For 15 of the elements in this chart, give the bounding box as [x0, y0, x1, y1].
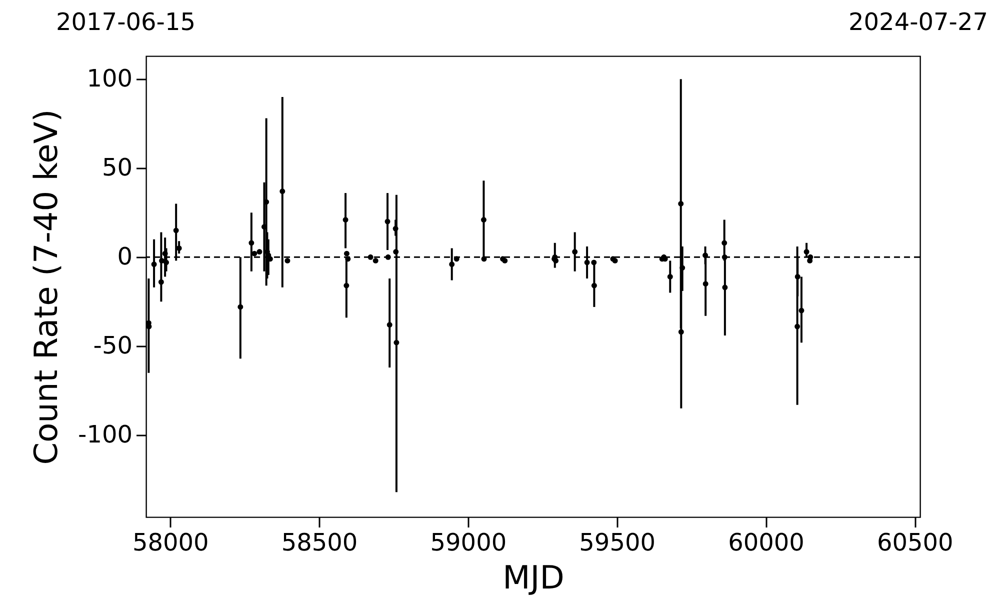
- y-tick-label: 100: [86, 64, 132, 93]
- y-axis-title: Count Rate (7-40 keV): [27, 109, 66, 465]
- y-tick-label: -50: [93, 332, 132, 360]
- x-tick-label: 59500: [579, 528, 656, 556]
- y-tick-label: -100: [78, 420, 132, 449]
- x-tick-label: 60500: [876, 528, 954, 556]
- y-tick-label: 50: [102, 154, 132, 182]
- text: 2017-06-15: [56, 8, 196, 36]
- text: 2024-07-27: [848, 8, 988, 36]
- x-tick-label: 60000: [728, 528, 804, 556]
- x-tick-label: 59000: [430, 528, 507, 556]
- x-axis-title: MJD: [502, 558, 564, 596]
- x-tick-label: 58000: [132, 528, 209, 556]
- y-tick-label: 0: [117, 242, 132, 271]
- x-tick-label: 58500: [281, 528, 358, 556]
